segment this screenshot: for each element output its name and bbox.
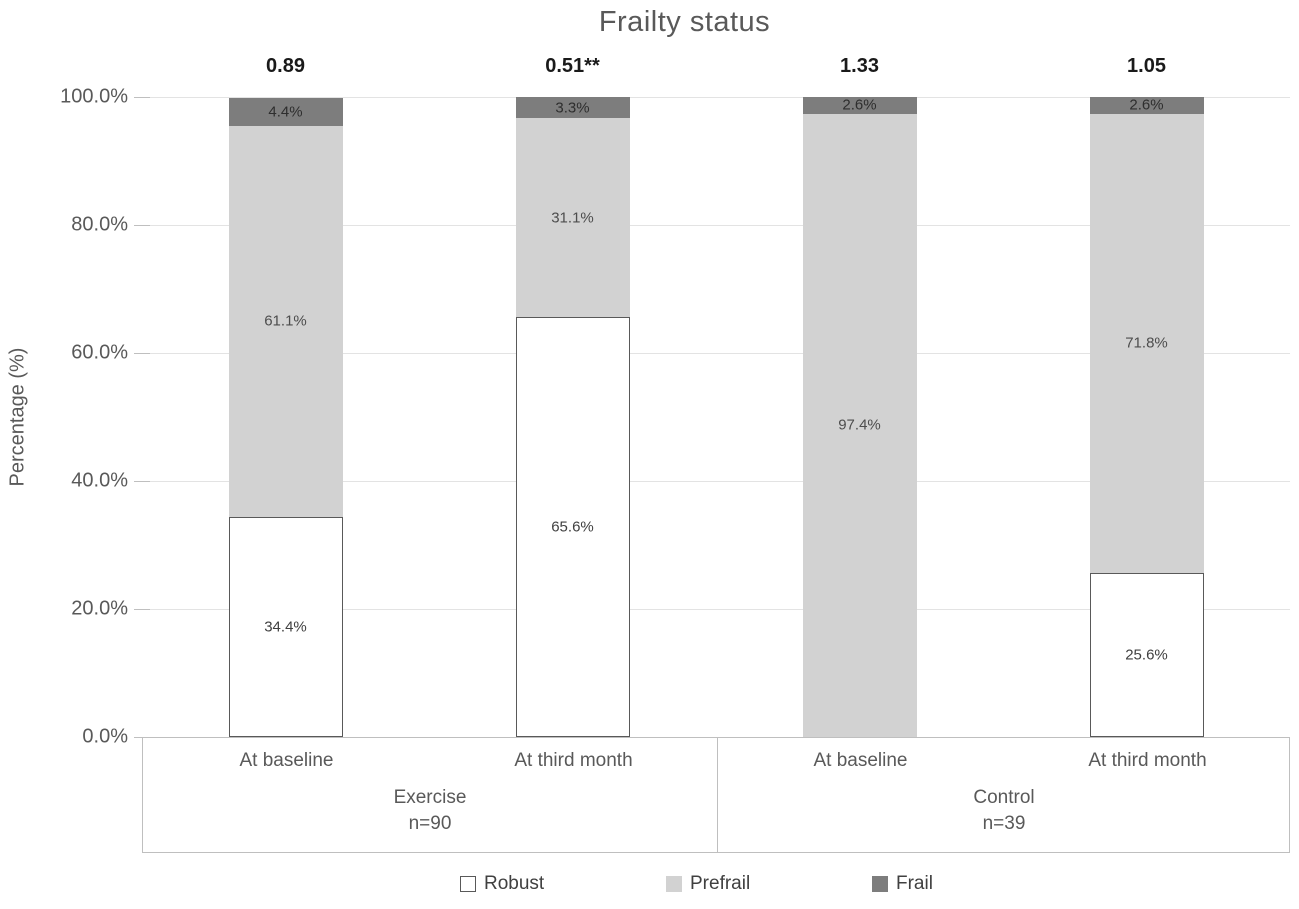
legend-item-robust: Robust <box>460 871 544 897</box>
stacked-bar-2: 65.6% 31.1% 3.3% <box>515 97 630 737</box>
legend-label: Frail <box>896 873 933 894</box>
y-axis-tick <box>134 737 150 738</box>
y-axis-tick <box>134 225 150 226</box>
segment-prefrail <box>228 125 343 517</box>
y-tick-label: 0.0% <box>82 725 128 748</box>
segment-frail <box>802 97 917 114</box>
bar-annotation: 0.89 <box>266 55 305 77</box>
group-name: Exercise <box>393 787 467 808</box>
segment-robust <box>1089 573 1204 737</box>
segment-frail <box>228 97 343 126</box>
segment-label-robust: 25.6% <box>1125 646 1168 664</box>
segment-label-prefrail: 31.1% <box>551 209 594 227</box>
gridline-20.0% <box>142 609 1290 610</box>
stacked-bar-1: 34.4% 61.1% 4.4% <box>228 97 343 737</box>
legend-swatch-frail <box>872 876 888 892</box>
stacked-bar-4: 25.6% 71.8% 2.6% <box>1089 96 1204 737</box>
gridline-60.0% <box>142 353 1290 354</box>
chart-title: Frailty status <box>598 6 771 38</box>
group-n: n=90 <box>408 813 452 834</box>
y-tick-label: 80.0% <box>71 213 128 236</box>
legend-label: Prefrail <box>690 873 751 894</box>
group-label-control: Control n=39 <box>854 785 1154 837</box>
segment-prefrail <box>1089 113 1204 574</box>
segment-label-frail: 4.4% <box>268 103 303 121</box>
segment-label-robust: 65.6% <box>551 518 594 536</box>
legend: Robust Prefrail Frail <box>0 871 1299 897</box>
gridline-80.0% <box>142 225 1290 226</box>
segment-label-frail: 3.3% <box>555 99 590 117</box>
category-label: At baseline <box>813 750 908 771</box>
y-axis-tick <box>134 609 150 610</box>
segment-label-prefrail: 71.8% <box>1125 334 1168 352</box>
y-axis-tick <box>134 97 150 98</box>
segment-label-prefrail: 97.4% <box>838 416 881 434</box>
bar-annotation: 1.33 <box>840 55 879 77</box>
y-tick-label: 100.0% <box>60 85 128 108</box>
segment-label-frail: 2.6% <box>842 96 877 114</box>
segment-frail <box>515 97 630 119</box>
legend-item-frail: Frail <box>872 871 933 897</box>
segment-frail <box>1089 97 1204 114</box>
category-label: At baseline <box>239 750 334 771</box>
segment-label-frail: 2.6% <box>1129 96 1164 114</box>
bar-annotation: 0.51** <box>545 55 600 77</box>
y-axis-title: Percentage (%) <box>6 347 29 487</box>
segment-prefrail <box>515 118 630 318</box>
group-divider <box>717 738 718 852</box>
legend-item-prefrail: Prefrail <box>666 871 750 897</box>
legend-swatch-robust <box>460 876 476 892</box>
segment-label-robust: 34.4% <box>264 618 307 636</box>
group-label-exercise: Exercise n=90 <box>280 785 580 837</box>
segment-robust <box>515 317 630 737</box>
category-axis-box: At baseline At third month At baseline At t… <box>142 737 1290 853</box>
legend-swatch-prefrail <box>666 876 682 892</box>
gridline-40.0% <box>142 481 1290 482</box>
segment-prefrail <box>802 113 917 737</box>
bar-annotation: 1.05 <box>1127 55 1166 77</box>
group-name: Control <box>973 787 1035 808</box>
category-label: At third month <box>1088 750 1207 771</box>
category-label: At third month <box>514 750 633 771</box>
stacked-bar-3: 97.4% 2.6% <box>802 96 917 737</box>
legend-label: Robust <box>484 873 545 894</box>
y-axis-tick <box>134 481 150 482</box>
y-tick-label: 40.0% <box>71 469 128 492</box>
group-n: n=39 <box>982 813 1026 834</box>
y-tick-label: 20.0% <box>71 597 128 620</box>
gridline-100.0% <box>142 97 1290 98</box>
y-tick-label: 60.0% <box>71 341 128 364</box>
segment-robust <box>228 516 343 737</box>
y-axis-tick <box>134 353 150 354</box>
segment-label-prefrail: 61.1% <box>264 312 307 330</box>
